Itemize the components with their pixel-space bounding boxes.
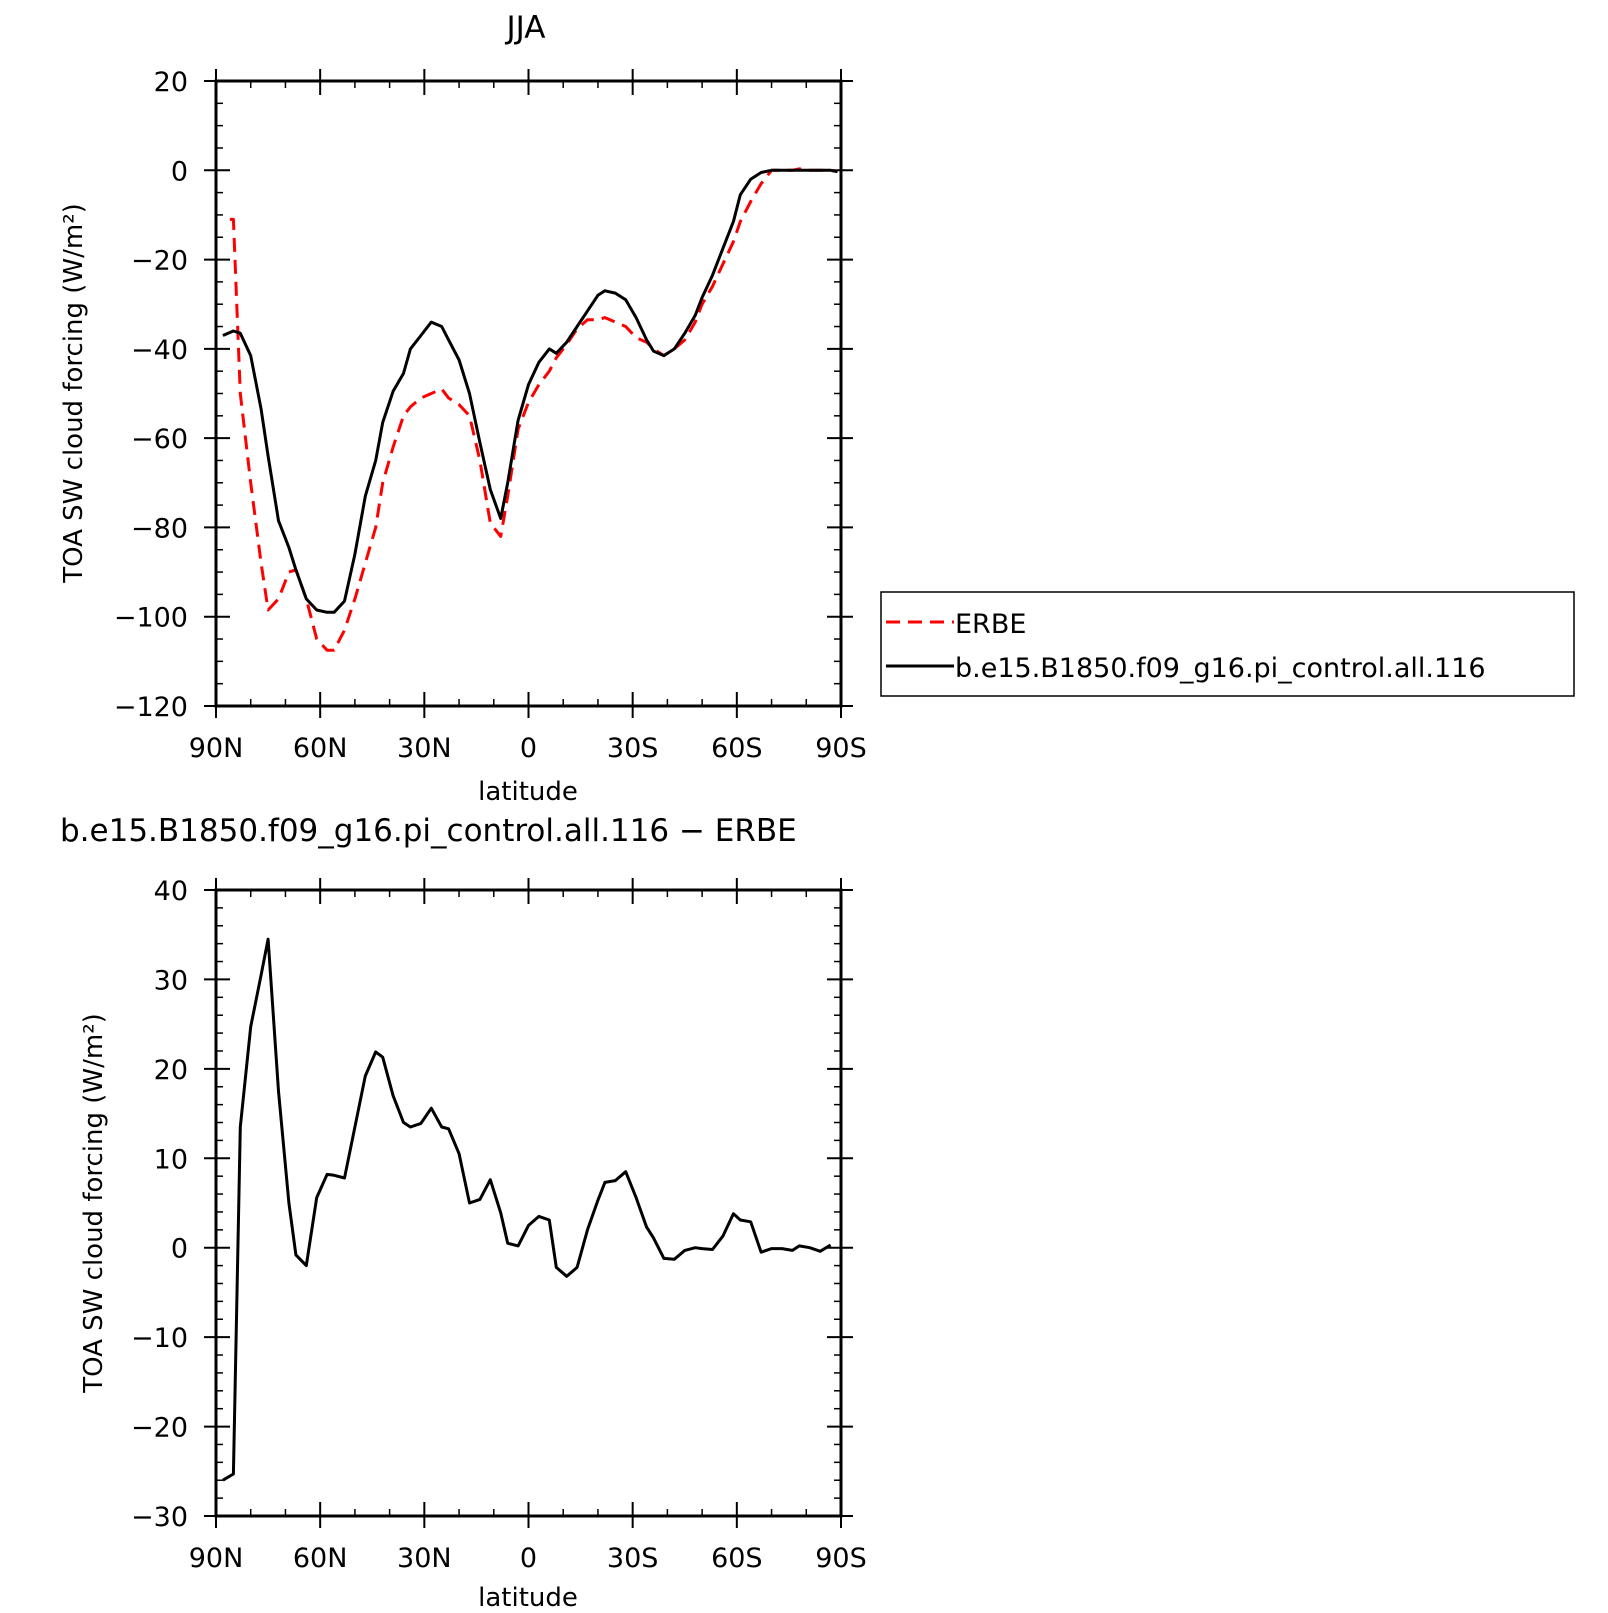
legend-box	[880, 591, 1575, 697]
bottom-panel: b.e15.B1850.f09_g16.pi_control.all.116 −…	[60, 813, 867, 1613]
top-ytick-label: −60	[131, 424, 188, 455]
top-ytick-label: 20	[154, 67, 188, 98]
top-ytick-label: 0	[171, 156, 188, 187]
top-xtick-label: 60N	[293, 733, 348, 764]
bottom-xtick-label: 60N	[293, 1543, 348, 1574]
bottom-xtick-label: 0	[520, 1543, 537, 1574]
bottom-x-tick-labels: 90N 60N 30N 0 30S 60S 90S	[189, 1543, 867, 1574]
bottom-chart-title: b.e15.B1850.f09_g16.pi_control.all.116 −…	[60, 813, 797, 849]
top-xtick-label: 90N	[189, 733, 244, 764]
bottom-axis-ticks	[204, 878, 853, 1528]
bottom-series-lines	[222, 937, 832, 1482]
top-series-line-erbe	[229, 167, 838, 652]
bottom-ytick-label: 10	[154, 1144, 188, 1175]
bottom-xtick-label: 30S	[607, 1543, 659, 1574]
top-xtick-label: 90S	[815, 733, 867, 764]
top-panel: JJA 20 0 −20 −40 −60 −80 −100 −120 90N 60N 30N 0 30…	[59, 10, 1575, 807]
bottom-xtick-label: 60S	[711, 1543, 763, 1574]
top-xtick-label: 0	[520, 733, 537, 764]
bottom-x-axis-label: latitude	[478, 1583, 578, 1608]
top-xtick-label: 30S	[607, 733, 659, 764]
top-series-lines	[222, 167, 838, 652]
top-ytick-label: −80	[131, 513, 188, 544]
top-y-axis-label: TOA SW cloud forcing (W/m²)	[59, 203, 89, 584]
bottom-xtick-label: 90N	[189, 1543, 244, 1574]
top-xtick-label: 60S	[711, 733, 763, 764]
bottom-ytick-label: −10	[131, 1323, 188, 1354]
top-ytick-label: −20	[131, 246, 188, 277]
bottom-xtick-label: 30N	[397, 1543, 452, 1574]
top-chart-title: JJA	[505, 10, 546, 46]
bottom-y-axis-label: TOA SW cloud forcing (W/m²)	[79, 1013, 109, 1394]
bottom-series-line-model	[222, 937, 832, 1482]
bottom-plot-frame	[214, 888, 843, 1518]
top-plot-frame	[214, 79, 843, 708]
top-axis-ticks	[204, 69, 853, 718]
bottom-ytick-label: −30	[131, 1502, 188, 1533]
top-ytick-label: −100	[114, 603, 188, 634]
bottom-ytick-label: 30	[154, 965, 188, 996]
bottom-ytick-label: 20	[154, 1055, 188, 1086]
top-ytick-label: −40	[131, 335, 188, 366]
bottom-ytick-label: −20	[131, 1413, 188, 1444]
bottom-ytick-label: 0	[171, 1234, 188, 1265]
top-x-axis-label: latitude	[478, 777, 578, 807]
legend-label-model: b.e15.B1850.f09_g16.pi_control.all.116	[955, 653, 1486, 684]
legend: ERBE b.e15.B1850.f09_g16.pi_control.all.…	[880, 591, 1575, 697]
top-y-tick-labels: 20 0 −20 −40 −60 −80 −100 −120	[114, 67, 188, 723]
bottom-xtick-label: 90S	[815, 1543, 867, 1574]
bottom-ytick-label: 40	[154, 876, 188, 907]
top-xtick-label: 30N	[397, 733, 452, 764]
legend-label-erbe: ERBE	[955, 609, 1026, 640]
top-ytick-label: −120	[114, 692, 188, 723]
bottom-y-tick-labels: 40 30 20 10 0 −10 −20 −30	[131, 876, 188, 1533]
top-x-tick-labels: 90N 60N 30N 0 30S 60S 90S	[189, 733, 867, 764]
top-series-line-model	[222, 168, 838, 614]
